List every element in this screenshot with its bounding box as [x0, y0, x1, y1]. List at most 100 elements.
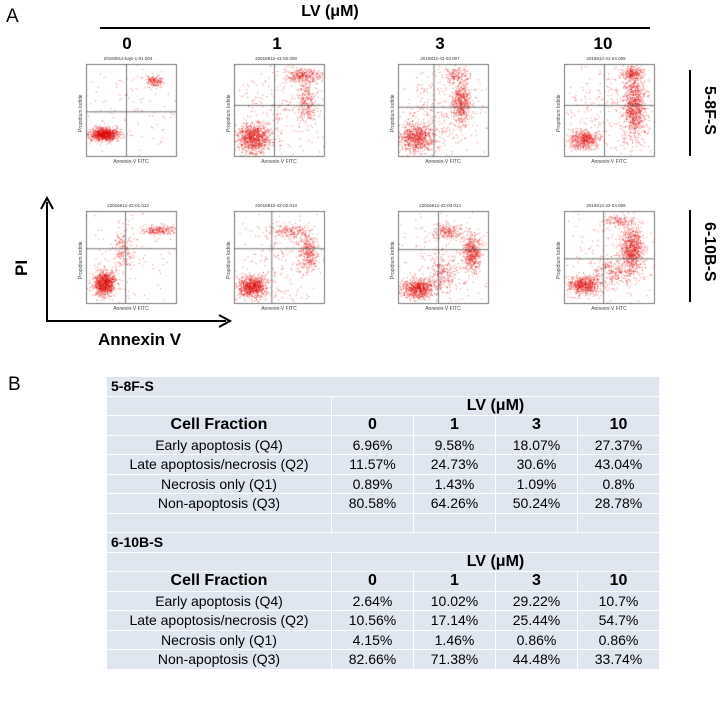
plot-y-axis-label: Propidium Iodide: [556, 94, 562, 132]
plot-x-axis-label: Annexin-V FITC: [425, 159, 461, 165]
fraction-label: Late apoptosis/necrosis (Q2): [106, 454, 332, 475]
lv-group-header: LV (μM): [331, 395, 660, 416]
empty-cell: [495, 512, 578, 533]
percent-cell: 0.89%: [331, 473, 414, 494]
percent-cell: 6.96%: [331, 434, 414, 455]
column-header-row: Cell Fraction 0 1 3 10: [106, 415, 660, 436]
scatter-plot-canvas: [556, 62, 656, 168]
group-header-row: LV (μM): [106, 551, 660, 572]
percent-cell: 10.02%: [413, 590, 496, 611]
percent-cell: 28.78%: [577, 493, 660, 514]
empty-cell: [106, 395, 332, 416]
table-row: Early apoptosis (Q4) 6.96% 9.58% 18.07% 27.3…: [106, 434, 660, 455]
cell-line-label-5-8f-s: 5-8F-S: [701, 86, 718, 135]
percent-cell: 17.14%: [413, 610, 496, 631]
percent-cell: 27.37%: [577, 434, 660, 455]
cell-line-bar-6-10b: [689, 210, 691, 302]
table-row: Early apoptosis (Q4) 2.64% 10.02% 29.22% 10.…: [106, 590, 660, 611]
percent-cell: 71.38%: [413, 649, 496, 670]
percent-cell: 10.7%: [577, 590, 660, 611]
cell-line-bar-5-8f: [689, 70, 691, 156]
percent-cell: 9.58%: [413, 434, 496, 455]
lv-bracket-line: [100, 27, 650, 29]
annexin-axis-label: Annexin V: [98, 330, 182, 349]
fraction-label: Early apoptosis (Q4): [106, 434, 332, 455]
empty-cell: [413, 512, 496, 533]
percent-cell: 80.58%: [331, 493, 414, 514]
percent-cell: 29.22%: [495, 590, 578, 611]
percent-cell: 0.8%: [577, 473, 660, 494]
fraction-label: Early apoptosis (Q4): [106, 590, 332, 611]
percent-cell: 24.73%: [413, 454, 496, 475]
section-title-row: 5-8F-S: [106, 376, 660, 397]
conc-label-0: 0: [122, 34, 132, 53]
percent-cell: 50.24%: [495, 493, 578, 514]
plot-y-axis-label: Propidium Iodide: [556, 241, 562, 279]
fraction-label: Late apoptosis/necrosis (Q2): [106, 610, 332, 631]
percent-cell: 44.48%: [495, 649, 578, 670]
plot-title: 2016812-42-04.006: [586, 203, 626, 208]
plot-x-axis-label: Annexin-V FITC: [591, 159, 627, 165]
flow-cytometry-plot: 2016812-41-03.007 Annexin-V FITC Propidium…: [390, 56, 490, 168]
flow-cytometry-plot: 2016812-41-04.005 Annexin-V FITC Propidium…: [556, 56, 656, 168]
flow-cytometry-plot: 22016812-42-02.013 Annexin-V FITC Propidiu…: [226, 203, 326, 315]
flow-cytometry-plot: 22016812-42-03.014 Annexin-V FITC Propidiu…: [390, 203, 490, 315]
table-row: Non-apoptosis (Q3) 80.58% 64.26% 50.24% 28.7…: [106, 493, 660, 514]
flow-cytometry-plot: 2016812-42-04.006 Annexin-V FITC Propidium…: [556, 203, 656, 315]
plot-title: 22016812-42-03.014: [419, 203, 461, 208]
fraction-label: Necrosis only (Q1): [106, 629, 332, 650]
column-header: 3: [495, 415, 578, 436]
percent-cell: 0.86%: [577, 629, 660, 650]
plot-title: 22016812-42-01.012: [107, 203, 149, 208]
plot-x-axis-label: Annexin-V FITC: [261, 159, 297, 165]
column-header: 0: [331, 415, 414, 436]
percent-cell: 33.74%: [577, 649, 660, 670]
plot-title: 2016812-41-03.007: [420, 56, 460, 61]
section-title-row: 6-10B-S: [106, 532, 660, 553]
plot-title: 2016812-41-04.005: [586, 56, 626, 61]
percent-cell: 64.26%: [413, 493, 496, 514]
lv-title: LV (μM): [301, 3, 359, 20]
panel-a-label: A: [6, 6, 19, 27]
percent-cell: 82.66%: [331, 649, 414, 670]
empty-cell: [331, 512, 414, 533]
plot-y-axis-label: Propidium Iodide: [390, 94, 396, 132]
scatter-plot-canvas: [226, 209, 326, 315]
percent-cell: 25.44%: [495, 610, 578, 631]
flow-cytometry-plot: 22016812-41-02.008 Annexin-V FITC Propidiu…: [226, 56, 326, 168]
table-row: Late apoptosis/necrosis (Q2) 11.57% 24.73%…: [106, 454, 660, 475]
scatter-plot-canvas: [390, 62, 490, 168]
table-row: Necrosis only (Q1) 4.15% 1.46% 0.86% 0.86%: [106, 629, 660, 650]
scatter-plot-canvas: [226, 62, 326, 168]
percent-cell: 1.46%: [413, 629, 496, 650]
group-header-row: LV (μM): [106, 395, 660, 416]
percent-cell: 1.43%: [413, 473, 496, 494]
column-header: 1: [413, 415, 496, 436]
pi-axis-label: PI: [12, 259, 31, 276]
column-header: 1: [413, 571, 496, 592]
lv-group-header: LV (μM): [331, 551, 660, 572]
plot-y-axis-label: Propidium Iodide: [390, 241, 396, 279]
percent-cell: 1.09%: [495, 473, 578, 494]
plot-title: 22016812-41-02.008: [255, 56, 297, 61]
empty-cell: [577, 512, 660, 533]
percent-cell: 0.86%: [495, 629, 578, 650]
percent-cell: 4.15%: [331, 629, 414, 650]
percent-cell: 10.56%: [331, 610, 414, 631]
plot-x-axis-label: Annexin-V FITC: [425, 306, 461, 312]
conc-label-10: 10: [593, 34, 613, 53]
table-row: Necrosis only (Q1) 0.89% 1.43% 1.09% 0.8%: [106, 473, 660, 494]
scatter-plot-canvas: [78, 209, 178, 315]
plot-x-axis-label: Annexin-V FITC: [113, 159, 149, 165]
column-header: 0: [331, 571, 414, 592]
plot-title: 20160812-kajs-1-01.004: [103, 56, 153, 61]
percent-cell: 54.7%: [577, 610, 660, 631]
column-header: 3: [495, 571, 578, 592]
conc-label-1: 1: [272, 34, 282, 53]
column-header: Cell Fraction: [106, 571, 332, 592]
spacer-row: [106, 512, 660, 533]
scatter-plot-canvas: [390, 209, 490, 315]
percent-cell: 30.6%: [495, 454, 578, 475]
scatter-plot-canvas: [556, 209, 656, 315]
